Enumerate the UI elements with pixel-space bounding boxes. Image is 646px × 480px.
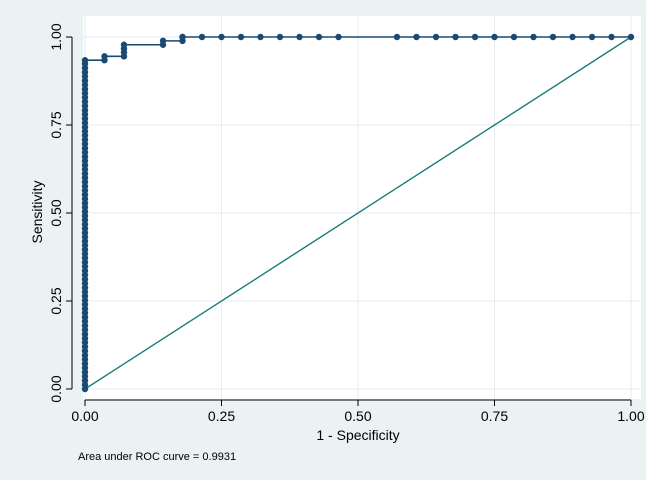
roc-point [257,33,264,41]
x-tick-label-3: 0.75 [481,408,508,424]
roc-point [393,33,401,41]
x-tick-label-1: 0.25 [208,408,235,424]
roc-point [120,41,128,48]
y-tick-label-2: 0.50 [48,199,64,226]
x-tick-label-4: 1.00 [617,408,644,424]
roc-curve-group [81,33,635,393]
roc-point [101,53,108,60]
y-axis-title: Sensitivity [29,180,45,243]
roc-point [588,33,596,41]
plot-area [83,16,641,399]
roc-point [296,33,303,41]
y-tick-label-1: 0.25 [48,287,64,314]
roc-point [81,57,89,64]
reference-line [84,36,632,390]
roc-point [218,33,225,41]
x-axis-ticks: 0.00 0.25 0.50 0.75 1.00 [71,400,645,424]
x-tick-label-0: 0.00 [71,408,98,424]
roc-point [198,33,206,41]
roc-point [335,33,342,41]
roc-point [510,33,518,41]
roc-point [276,33,284,41]
y-tick-label-4: 1.00 [48,23,64,50]
y-axis-ticks: 0.00 0.25 0.50 0.75 1.00 [48,23,72,403]
auc-note: Area under ROC curve = 0.9931 [78,451,236,463]
roc-point [530,33,537,41]
y-tick-label-0: 0.00 [48,375,64,402]
roc-point [432,33,440,41]
roc-point [179,33,186,41]
roc-point [413,33,420,41]
roc-point [569,33,576,41]
roc-point [452,33,459,41]
roc-point [608,33,615,41]
roc-point [491,33,498,41]
roc-point [627,33,635,41]
y-tick-label-3: 0.75 [48,111,64,138]
roc-point [549,33,557,41]
reference-line-group [84,36,632,390]
x-tick-label-2: 0.50 [344,408,371,424]
x-axis-title: 1 - Specificity [316,427,399,443]
roc-point [159,37,167,45]
roc-point [237,33,245,41]
roc-point [471,33,479,41]
roc-point [315,33,323,41]
